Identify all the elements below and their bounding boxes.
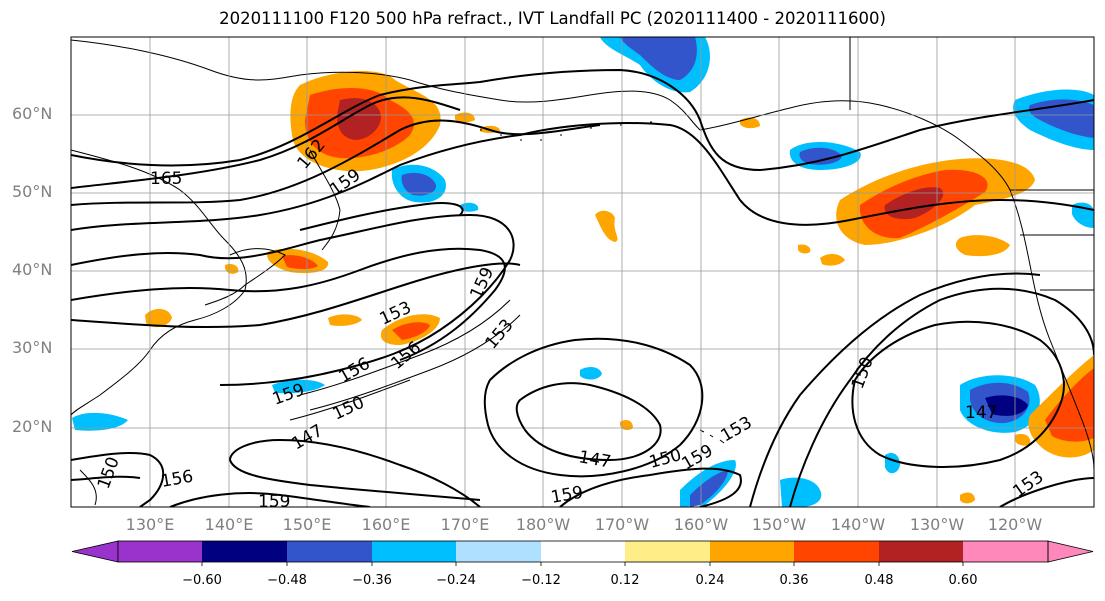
plot-area (71, 37, 1094, 507)
colorbar-extend-max (1047, 540, 1094, 563)
refractivity-contours (71, 68, 1094, 507)
colorbar-tick-label: −0.24 (436, 573, 476, 588)
lon-label: 140°E (204, 515, 254, 534)
colorbar-segment (625, 541, 710, 562)
lat-label: 30°N (12, 338, 53, 357)
lon-label: 160°E (361, 515, 411, 534)
colorbar-segment (202, 541, 287, 562)
colorbar-segment (710, 541, 794, 562)
graticule (71, 37, 1094, 507)
colorbar-segment (541, 541, 625, 562)
lat-label: 20°N (12, 417, 53, 436)
lon-label: 130°E (125, 515, 175, 534)
colorbar-segment (456, 541, 541, 562)
colorbar-tick-label: 0.24 (695, 573, 725, 588)
lat-label: 60°N (12, 104, 53, 123)
colorbar-segment (287, 541, 372, 562)
colorbar-tick-label: −0.12 (521, 573, 561, 588)
colorbar-segment (372, 541, 456, 562)
lat-label: 40°N (12, 260, 53, 279)
colorbar-segment (879, 541, 963, 562)
lat-label: 50°N (12, 182, 53, 201)
map-title: 2020111100 F120 500 hPa refract., IVT La… (219, 9, 886, 28)
contour-label: 147 (965, 403, 997, 423)
colorbar-tick-label: 0.36 (779, 573, 809, 588)
colorbar (71, 540, 1094, 566)
colorbar-frame (117, 540, 1049, 563)
colorbar-segment (963, 541, 1048, 562)
plot-frame (70, 36, 1095, 508)
colorbar-tick-label: −0.48 (267, 573, 307, 588)
contour-label: 159 (258, 492, 290, 512)
contour-thin (289, 299, 521, 421)
lon-label: 150°E (282, 515, 332, 534)
colorbar-tick-label: −0.60 (182, 573, 222, 588)
colorbar-segment (118, 541, 202, 562)
colorbar-tick-label: −0.36 (352, 573, 392, 588)
colorbar-extend-min (71, 540, 119, 563)
lon-label: 150°W (751, 515, 807, 534)
colorbar-tick-label: 0.60 (948, 573, 978, 588)
lon-label: 140°W (830, 515, 886, 534)
lon-label: 160°W (673, 515, 729, 534)
colorbar-tick-label: 0.12 (610, 573, 640, 588)
lon-label: 130°W (909, 515, 965, 534)
colorbar-tick-label: 0.48 (864, 573, 894, 588)
lon-label: 170°W (594, 515, 650, 534)
lon-label: 180°W (515, 515, 571, 534)
contour-label: 165 (150, 169, 182, 189)
colorbar-segment (794, 541, 879, 562)
lon-label: 170°E (440, 515, 490, 534)
lon-label: 120°W (987, 515, 1043, 534)
